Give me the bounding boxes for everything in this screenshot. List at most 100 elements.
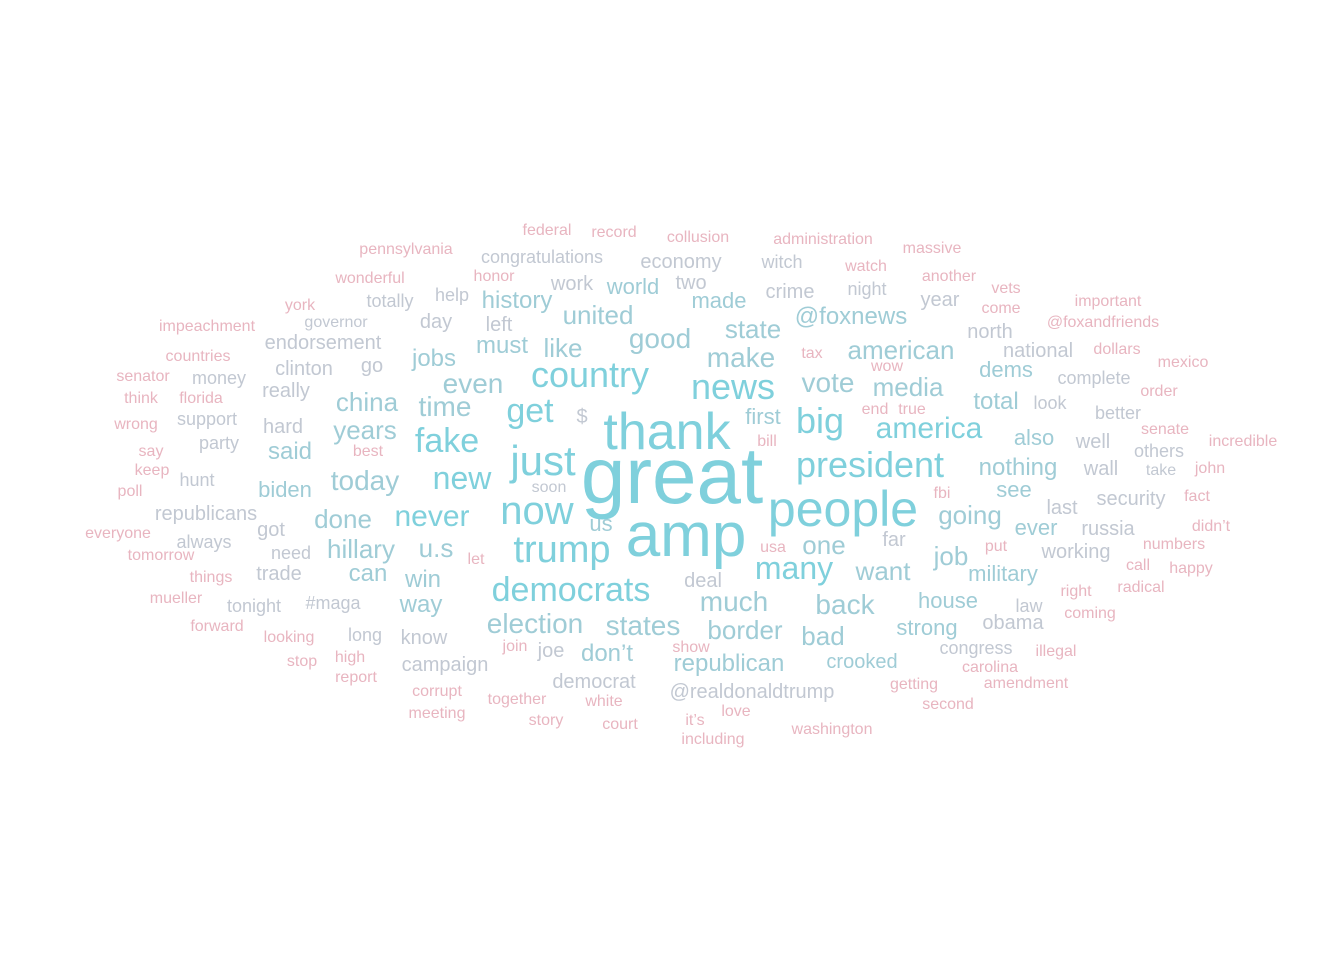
word-maga: #maga <box>305 593 361 613</box>
word-must: must <box>475 332 529 359</box>
word-report: report <box>335 669 377 686</box>
word-thank: thank <box>603 403 731 461</box>
word-symbol: $ <box>576 406 588 428</box>
word-carolina: carolina <box>961 659 1019 676</box>
word-us: us <box>589 511 613 536</box>
word-forward: forward <box>190 618 244 635</box>
word-white: white <box>585 693 623 710</box>
word-impeachment: impeachment <box>158 318 256 335</box>
word-high: high <box>334 649 366 666</box>
word-house: house <box>918 588 978 613</box>
word-much: much <box>699 586 769 617</box>
word-can: can <box>348 560 388 587</box>
word-make: make <box>706 342 776 373</box>
word-collusion: collusion <box>666 229 730 246</box>
word-show: show <box>672 639 710 656</box>
word-another: another <box>921 268 977 285</box>
word-need: need <box>270 543 312 563</box>
word-hard: hard <box>262 416 304 438</box>
word-u-s: u.s <box>418 533 454 563</box>
word-history: history <box>481 287 553 314</box>
word-corrupt: corrupt <box>412 683 462 700</box>
word-left: left <box>485 314 513 336</box>
word-year: year <box>920 289 960 311</box>
word-look: look <box>1033 393 1067 413</box>
word-keep: keep <box>134 462 170 479</box>
word-story: story <box>528 712 564 729</box>
word-state: state <box>724 314 782 344</box>
word-job: job <box>933 541 969 571</box>
word-well: well <box>1075 431 1111 453</box>
word-administration: administration <box>773 231 873 248</box>
word-vote: vote <box>801 367 855 398</box>
word-governor: governor <box>304 314 368 331</box>
word-everyone: everyone <box>85 525 151 542</box>
word-security: security <box>1096 488 1166 510</box>
word-wrong: wrong <box>114 416 158 433</box>
word-got: got <box>257 519 285 541</box>
word-really: really <box>262 380 310 402</box>
word-back: back <box>815 589 875 620</box>
word-working: working <box>1041 541 1111 563</box>
word-hunt: hunt <box>179 470 215 490</box>
word-end: end <box>861 401 889 418</box>
word-russia: russia <box>1081 518 1135 540</box>
word-country: country <box>530 354 650 395</box>
word-work: work <box>550 273 594 295</box>
word-illegal: illegal <box>1035 643 1077 660</box>
word-biden: biden <box>258 477 312 502</box>
word-china: china <box>335 387 399 417</box>
word-good: good <box>628 323 692 354</box>
word-today: today <box>330 465 400 496</box>
word-nothing: nothing <box>978 454 1058 481</box>
word-even: even <box>442 368 504 399</box>
word-total: total <box>973 388 1019 415</box>
word-join: join <box>502 638 528 655</box>
word-made: made <box>691 288 747 313</box>
word-long: long <box>347 625 383 645</box>
word-fact: fact <box>1184 488 1210 505</box>
word-better: better <box>1094 403 1142 423</box>
word-countries: countries <box>165 348 231 365</box>
word-election: election <box>486 608 584 639</box>
word-just: just <box>510 437 576 484</box>
word-stop: stop <box>286 653 318 670</box>
word-party: party <box>198 433 240 453</box>
word-many: many <box>754 550 834 586</box>
word-wow: wow <box>870 358 904 375</box>
word-don-t: don’t <box>580 640 634 667</box>
word-way: way <box>399 591 443 618</box>
word-one: one <box>802 530 846 560</box>
word-getting: getting <box>889 676 939 693</box>
word-always: always <box>176 532 232 552</box>
word-order: order <box>1140 383 1178 400</box>
word-law: law <box>1015 596 1043 616</box>
word-united: united <box>562 300 634 330</box>
word-military: military <box>968 561 1038 586</box>
word-tonight: tonight <box>226 596 282 616</box>
word-last: last <box>1046 497 1078 519</box>
word-get: get <box>506 392 554 430</box>
word-looking: looking <box>263 629 315 646</box>
word-democrats: democrats <box>491 571 651 609</box>
word-money: money <box>191 368 247 388</box>
word-jobs: jobs <box>411 345 457 372</box>
word-tomorrow: tomorrow <box>127 547 195 564</box>
word-world: world <box>606 274 660 299</box>
word-done: done <box>314 504 372 534</box>
word-border: border <box>707 615 783 645</box>
word-fbi: fbi <box>933 485 951 502</box>
word-endorsement: endorsement <box>264 332 382 354</box>
word-call: call <box>1125 557 1151 574</box>
word-democrat: democrat <box>552 671 636 693</box>
word-mexico: mexico <box>1157 354 1209 371</box>
word-love: love <box>721 703 751 720</box>
word-help: help <box>434 285 470 305</box>
word-win: win <box>404 566 442 593</box>
word-numbers: numbers <box>1142 536 1206 553</box>
word-said: said <box>267 438 313 465</box>
word-best: best <box>352 443 384 460</box>
word-totally: totally <box>366 291 414 311</box>
word-put: put <box>984 538 1008 555</box>
